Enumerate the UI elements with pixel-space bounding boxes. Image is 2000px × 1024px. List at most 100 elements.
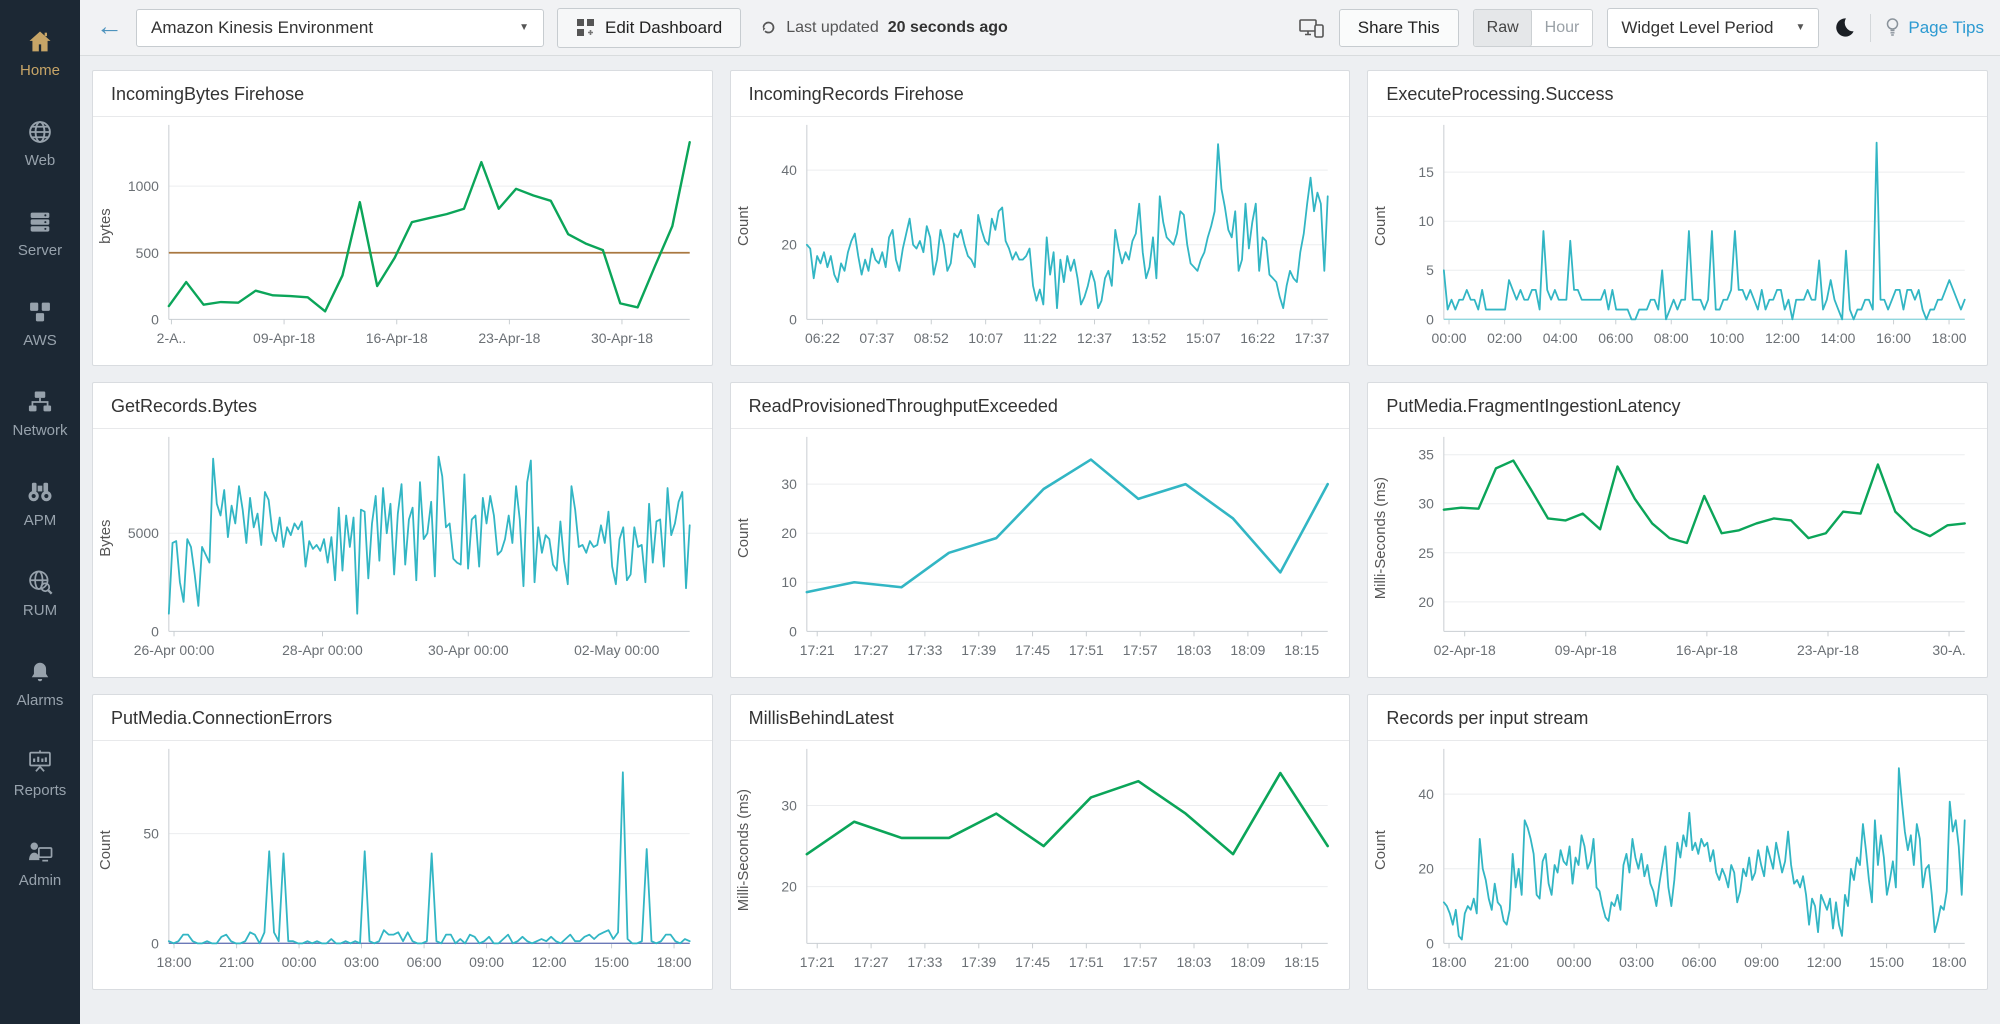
svg-text:40: 40	[781, 162, 797, 178]
sidebar-item-admin[interactable]: Admin	[0, 818, 80, 908]
rum-globe-icon	[25, 567, 55, 597]
sidebar-item-alarms[interactable]: Alarms	[0, 638, 80, 728]
svg-text:Milli-Seconds (ms): Milli-Seconds (ms)	[735, 789, 752, 911]
dashboard-select[interactable]: Amazon Kinesis Environment ▼	[136, 8, 544, 47]
lightbulb-icon	[1885, 17, 1900, 38]
svg-text:09:00: 09:00	[1744, 954, 1779, 970]
sidebar-item-label: Web	[24, 152, 56, 169]
svg-text:03:00: 03:00	[1619, 954, 1654, 970]
svg-text:14:00: 14:00	[1821, 330, 1856, 346]
page-tips-link[interactable]: Page Tips	[1885, 17, 1984, 38]
sidebar-item-reports[interactable]: Reports	[0, 728, 80, 818]
svg-text:10:07: 10:07	[968, 330, 1003, 346]
svg-text:17:57: 17:57	[1122, 642, 1157, 658]
svg-text:Count: Count	[735, 517, 752, 558]
chart-title: IncomingRecords Firehose	[730, 71, 1350, 117]
svg-text:18:00: 18:00	[1932, 330, 1967, 346]
svg-text:02:00: 02:00	[1487, 330, 1522, 346]
svg-text:5: 5	[1426, 262, 1434, 278]
chart-card-millisbehindlatest: MillisBehindLatest 20 30 17:21 17:27 17:33 17:…	[729, 694, 1351, 990]
svg-text:20: 20	[1419, 594, 1435, 610]
line-chart-getrecords-bytes: 0 5000 26-Apr 00:00 28-Apr 00:00 30-Apr 00:0…	[97, 436, 691, 658]
svg-text:2-A..: 2-A..	[157, 330, 186, 346]
binoculars-icon	[25, 477, 55, 507]
chart-area: 0 5 10 15 00:00 02:00 04:00 06:00 08:00 10:00 12:0…	[1368, 117, 1987, 365]
svg-text:00:00: 00:00	[282, 954, 317, 970]
svg-text:18:03: 18:03	[1176, 954, 1211, 970]
svg-text:09:00: 09:00	[469, 954, 504, 970]
edit-dashboard-button[interactable]: Edit Dashboard	[557, 7, 742, 48]
chart-card-putmedia-fragmentingestionlatency: PutMedia.FragmentIngestionLatency 20 25 30 3…	[1367, 382, 1988, 678]
sidebar-item-label: APM	[23, 512, 57, 529]
sidebar-item-home[interactable]: Home	[0, 8, 80, 98]
svg-text:Count: Count	[735, 205, 752, 246]
svg-text:06:00: 06:00	[1599, 330, 1634, 346]
svg-text:30-Apr 00:00: 30-Apr 00:00	[428, 642, 509, 658]
dashboard-grid: IncomingBytes Firehose 0 500 1000 2-A.. 09-Ap…	[80, 56, 2000, 1024]
toggle-hour[interactable]: Hour	[1544, 18, 1580, 36]
svg-text:1000: 1000	[128, 178, 159, 194]
svg-text:10: 10	[781, 574, 797, 590]
reports-board-icon	[25, 747, 55, 777]
chart-title: ExecuteProcessing.Success	[1368, 71, 1987, 117]
toggle-raw[interactable]: Raw	[1473, 9, 1532, 46]
sidebar-item-network[interactable]: Network	[0, 368, 80, 458]
back-arrow-icon[interactable]: ←	[96, 10, 123, 41]
svg-text:18:09: 18:09	[1230, 954, 1265, 970]
svg-text:18:00: 18:00	[1932, 954, 1967, 970]
svg-text:02-Apr-18: 02-Apr-18	[1434, 642, 1496, 658]
devices-icon[interactable]	[1298, 17, 1325, 39]
content-column: ← Amazon Kinesis Environment ▼ Edit Dash…	[80, 0, 2000, 1024]
svg-text:500: 500	[136, 245, 160, 261]
chart-card-readprovisionedthroughputexceeded: ReadProvisionedThroughputExceeded 0 10 20 30…	[729, 382, 1351, 678]
svg-text:16:00: 16:00	[1876, 330, 1911, 346]
svg-text:17:51: 17:51	[1069, 954, 1104, 970]
chart-area: 0 20 40 06:22 07:37 08:52 10:07 11:22 12:37 13:52…	[731, 117, 1350, 365]
svg-text:06:00: 06:00	[1682, 954, 1717, 970]
sidebar-item-apm[interactable]: APM	[0, 458, 80, 548]
svg-text:15:00: 15:00	[594, 954, 629, 970]
svg-text:21:00: 21:00	[1494, 954, 1529, 970]
svg-text:17:21: 17:21	[799, 954, 834, 970]
sidebar-item-web[interactable]: Web	[0, 98, 80, 188]
bell-icon	[25, 657, 55, 687]
dark-mode-moon-icon[interactable]	[1833, 16, 1856, 39]
refresh-icon[interactable]	[760, 19, 777, 36]
share-this-button[interactable]: Share This	[1338, 8, 1459, 47]
svg-text:0: 0	[1426, 935, 1434, 951]
svg-text:15: 15	[1419, 164, 1435, 180]
sidebar-item-rum[interactable]: RUM	[0, 548, 80, 638]
sidebar-item-server[interactable]: Server	[0, 188, 80, 278]
line-chart-incomingbytes-firehose: 0 500 1000 2-A.. 09-Apr-18 16-Apr-18 23-Apr-18…	[97, 124, 691, 346]
svg-text:Count: Count	[97, 829, 114, 870]
network-icon	[25, 387, 55, 417]
svg-text:18:03: 18:03	[1176, 642, 1211, 658]
svg-text:17:33: 17:33	[907, 642, 942, 658]
svg-text:20: 20	[781, 879, 797, 895]
svg-text:0: 0	[151, 935, 159, 951]
chart-title: IncomingBytes Firehose	[93, 71, 712, 117]
svg-text:50: 50	[143, 826, 159, 842]
svg-text:10:00: 10:00	[1710, 330, 1745, 346]
chart-title: PutMedia.FragmentIngestionLatency	[1368, 383, 1987, 429]
sidebar-item-aws[interactable]: AWS	[0, 278, 80, 368]
chart-title: MillisBehindLatest	[730, 695, 1350, 741]
svg-text:28-Apr 00:00: 28-Apr 00:00	[282, 642, 363, 658]
chevron-down-icon: ▼	[1795, 22, 1806, 33]
line-chart-putmedia-fragmentingestionlatency: 20 25 30 35 02-Apr-18 09-Apr-18 16-Apr-18 23-Ap…	[1372, 436, 1967, 658]
svg-text:00:00: 00:00	[1432, 330, 1467, 346]
sidebar-item-label: Network	[12, 422, 68, 439]
topbar: ← Amazon Kinesis Environment ▼ Edit Dash…	[80, 0, 2000, 56]
line-chart-executeprocessing-success: 0 5 10 15 00:00 02:00 04:00 06:00 08:00 10:00 12:0…	[1372, 124, 1967, 346]
sidebar-item-label: Admin	[18, 872, 62, 889]
svg-text:0: 0	[1426, 311, 1434, 327]
last-updated-value: 20 seconds ago	[887, 18, 1008, 36]
admin-user-icon	[25, 837, 55, 867]
chevron-down-icon: ▼	[519, 22, 529, 33]
widget-level-period-select[interactable]: Widget Level Period ▼	[1607, 7, 1820, 48]
line-chart-putmedia-connectionerrors: 0 50 18:00 21:00 00:00 03:00 06:00 09:00 12:00 15…	[97, 748, 692, 970]
chart-card-executeprocessing-success: ExecuteProcessing.Success 0 5 10 15 00:00 02:0…	[1367, 70, 1988, 366]
chart-area: 0 500 1000 2-A.. 09-Apr-18 16-Apr-18 23-Apr-18…	[93, 117, 712, 365]
svg-text:40: 40	[1419, 786, 1435, 802]
svg-text:30: 30	[781, 797, 797, 813]
